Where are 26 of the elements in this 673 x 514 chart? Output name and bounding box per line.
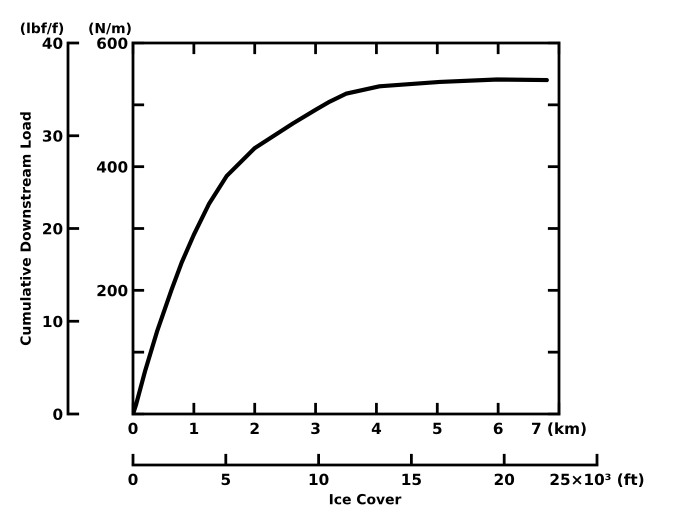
y2-tick-label: 20 [43, 222, 62, 235]
x2-tick-label: 10 [310, 474, 328, 486]
y-tick-label: 400 [96, 161, 128, 173]
y2-tick-label: 10 [44, 316, 62, 328]
x2-axis-title: Ice Cover [330, 494, 402, 504]
text: (lbf/f) [20, 22, 64, 35]
y2-tick-label: 0 [53, 408, 62, 420]
x-tick-label: 0 [128, 422, 138, 434]
text: (N/m) [89, 22, 131, 35]
y-tick-label: 600 [97, 37, 128, 50]
x-tick-label: 7 (km) [532, 422, 586, 436]
x2-tick-label: 15 [402, 474, 421, 486]
y2-axis-title: Cumulative Downstream Load [20, 112, 31, 346]
x-tick-label: 6 [494, 422, 503, 434]
y2-tick-label: 30 [42, 130, 62, 142]
x2-tick-label: 25×10³ (ft) [550, 473, 644, 487]
x2-tick-label: 0 [128, 474, 138, 486]
x-tick-label: 3 [311, 422, 320, 434]
y-tick-label: 200 [97, 284, 128, 296]
x2-tick-label: 20 [494, 474, 514, 486]
x2-tick-label: 5 [222, 474, 230, 486]
x-tick-label: 1 [190, 422, 198, 434]
y2-tick-label: 40 [42, 37, 62, 50]
x-tick-label: 2 [250, 422, 259, 434]
x-tick-label: 4 [372, 422, 382, 434]
x-tick-label: 5 [433, 422, 442, 434]
